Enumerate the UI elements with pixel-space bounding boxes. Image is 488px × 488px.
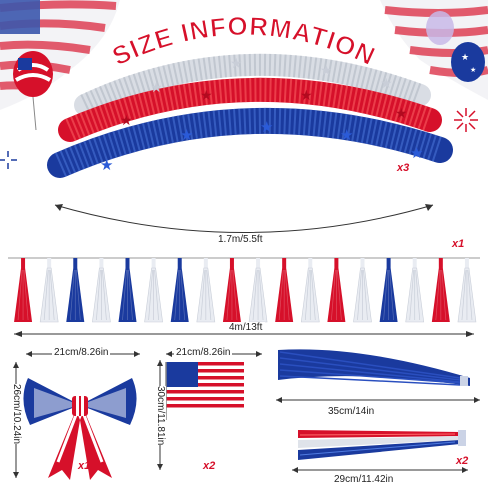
tassel-white — [353, 258, 372, 323]
tassel-red — [327, 258, 346, 322]
svg-text:★: ★ — [410, 144, 423, 162]
tassel-white — [300, 258, 320, 323]
svg-text:★: ★ — [380, 76, 393, 92]
tassel-white — [92, 258, 111, 323]
flag-icon — [165, 362, 244, 420]
svg-text:SIZE INFORMATION: SIZE INFORMATION — [108, 11, 381, 72]
bow-icon — [23, 378, 137, 480]
tassel-blue — [170, 258, 189, 322]
tassel-red — [14, 258, 33, 322]
svg-text:★: ★ — [461, 53, 469, 63]
svg-text:★: ★ — [470, 66, 476, 74]
svg-text:★: ★ — [395, 106, 408, 122]
tassel-red — [431, 258, 450, 322]
flag-quantity: x2 — [203, 460, 216, 472]
tassel-white — [39, 258, 59, 323]
bow-quantity: x1 — [78, 460, 91, 472]
garland-group — [47, 53, 453, 178]
tassel-quantity: x1 — [452, 238, 465, 250]
svg-text:★: ★ — [120, 113, 133, 129]
tassel-blue — [118, 258, 137, 322]
flag-width-label: 21cm/8.26in — [174, 347, 233, 358]
garland-quantity: x3 — [397, 162, 410, 174]
blue-tassel-icon — [278, 349, 470, 386]
svg-text:★: ★ — [100, 156, 113, 174]
svg-text:★: ★ — [260, 118, 273, 136]
tassel-white — [457, 258, 477, 323]
tassel-length-label: 4m/13ft — [226, 322, 266, 333]
svg-text:★: ★ — [340, 126, 353, 144]
bow-height-label: 26cm/10.24in — [11, 384, 22, 445]
tassel-white — [405, 258, 425, 323]
firework-icon — [454, 108, 478, 132]
flag-height-label: 30cm/11.81in — [155, 386, 166, 446]
svg-text:★: ★ — [150, 80, 163, 96]
balloon-icon — [13, 51, 53, 131]
star-icon: ★ ★ ★ ★ ★ ★ ★ ★ ★ ★ ★ ★ ★ — [100, 56, 423, 174]
page-title: SIZE INFORMATION — [107, 10, 380, 72]
tassel-blue — [379, 258, 398, 322]
svg-text:★: ★ — [320, 63, 333, 79]
svg-text:★: ★ — [230, 56, 243, 72]
blue-tassel-length-label: 35cm/14in — [328, 406, 375, 417]
garland-length-label: 1.7m/5.5ft — [218, 234, 263, 245]
tassel-white — [196, 258, 216, 323]
tassel-red — [275, 258, 294, 322]
tassel-red — [222, 258, 241, 322]
balloon-icon: ★ ★ — [426, 11, 485, 82]
title-arc: SIZE INFORMATION — [107, 10, 381, 72]
tassel-strip — [14, 258, 477, 323]
tassel-white — [144, 258, 163, 323]
svg-text:★: ★ — [300, 88, 313, 104]
streamer-quantity: x2 — [456, 455, 469, 467]
tassel-blue — [66, 258, 85, 322]
streamer-length-label: 29cm/11.42in — [334, 474, 394, 485]
tassel-garland — [10, 256, 480, 328]
svg-text:★: ★ — [180, 126, 193, 144]
tassel-white — [248, 258, 268, 323]
bow-width-label: 21cm/8.26in — [52, 347, 111, 358]
firework-icon — [0, 151, 17, 169]
streamer-icon — [298, 430, 466, 460]
svg-text:★: ★ — [200, 88, 213, 104]
